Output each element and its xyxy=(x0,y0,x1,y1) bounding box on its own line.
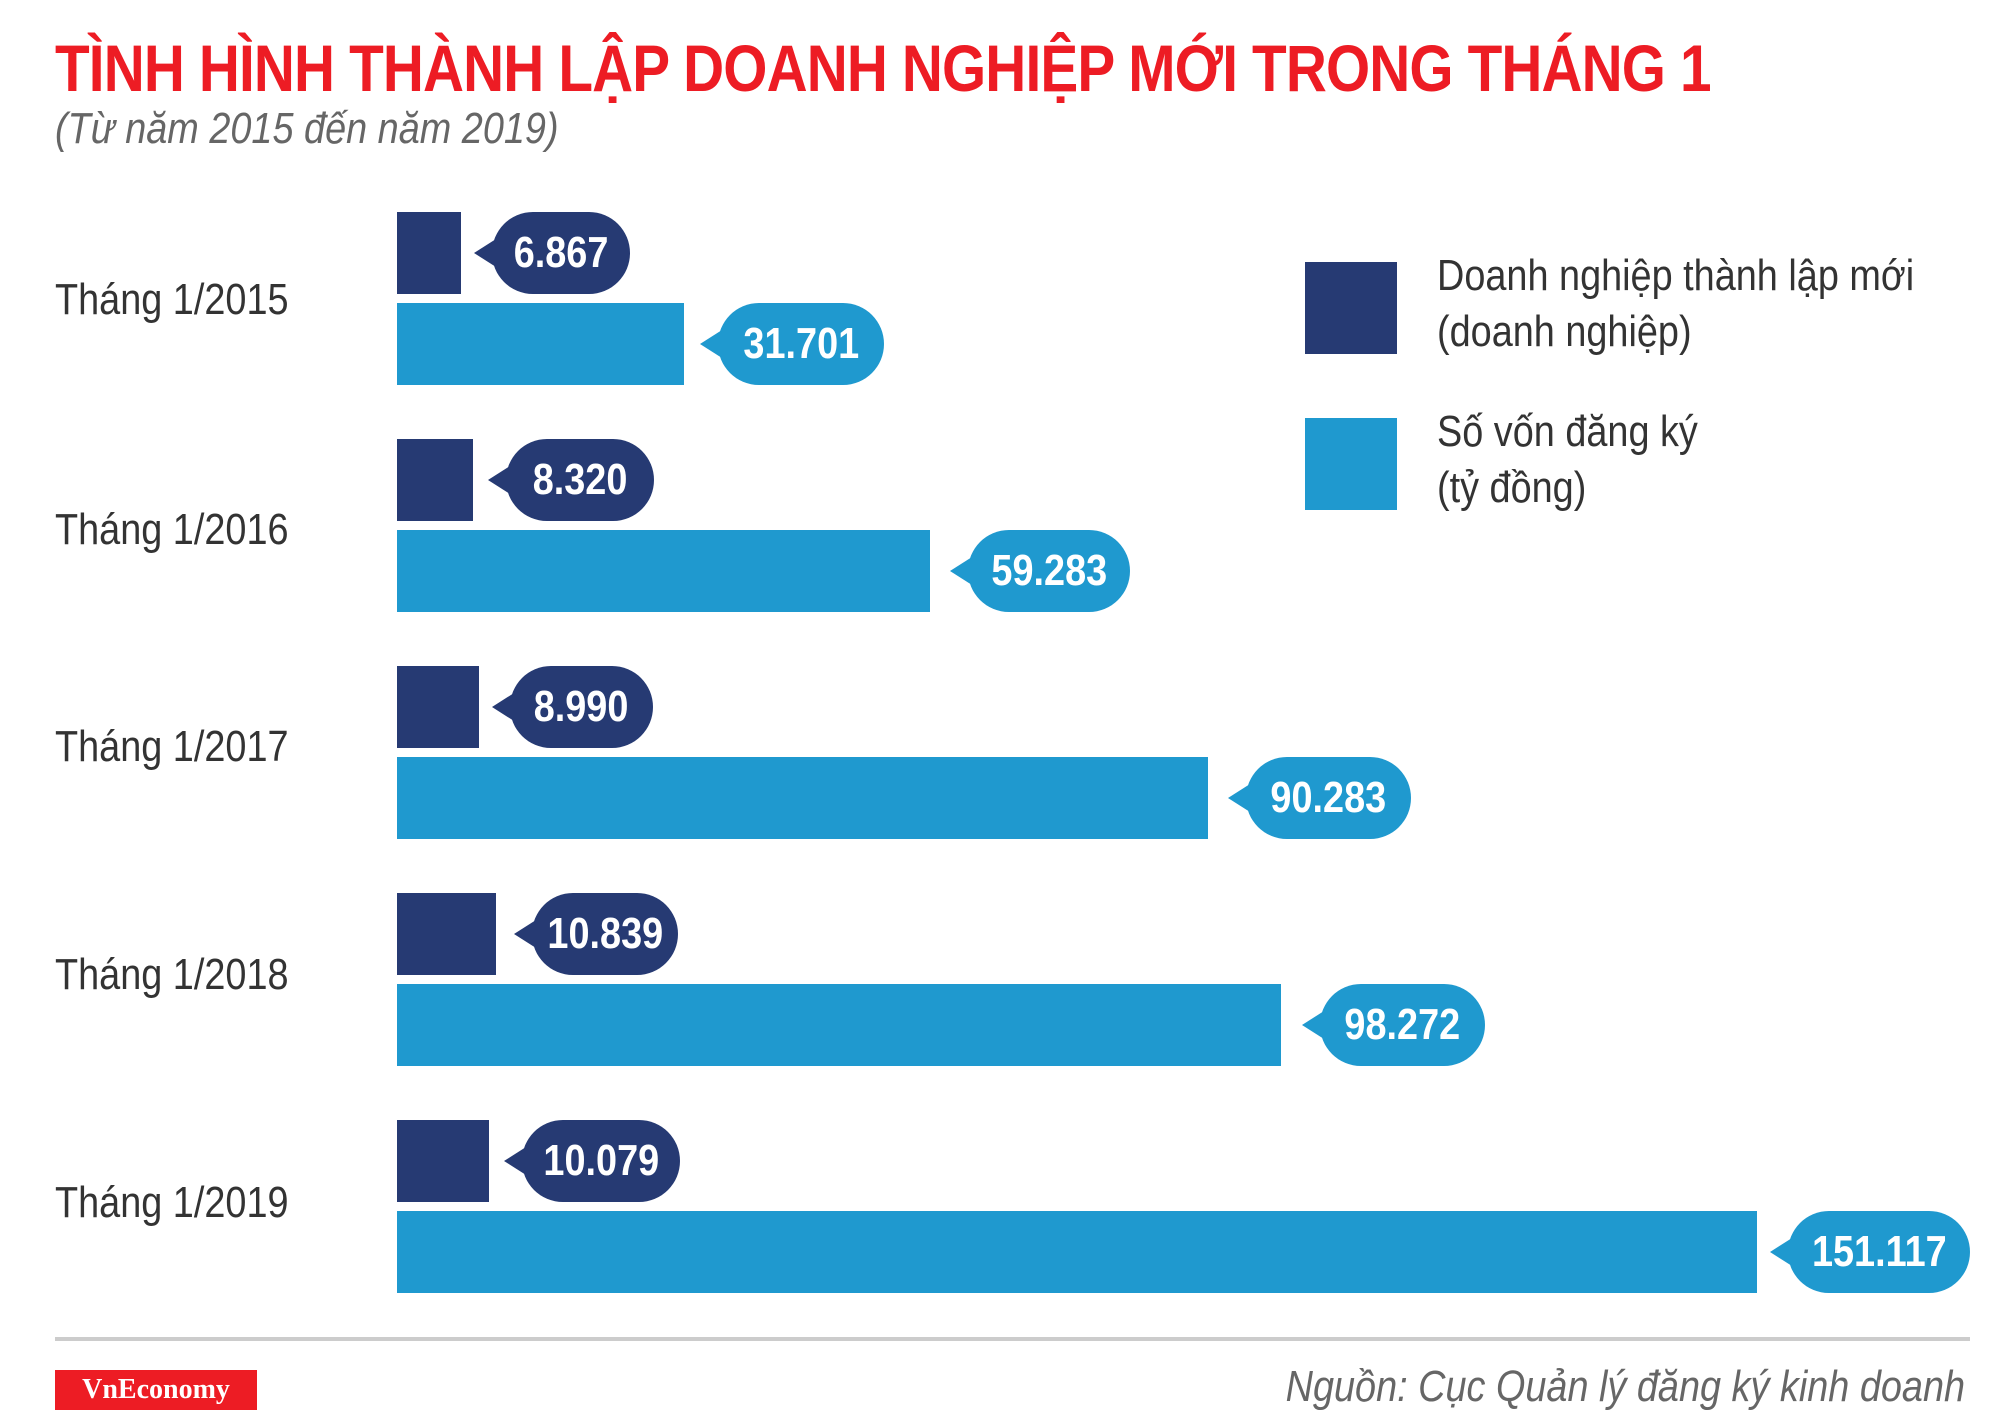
source-note: Nguồn: Cục Quản lý đăng ký kinh doanh xyxy=(1285,1362,1965,1411)
bar-capital-2017 xyxy=(397,757,1208,839)
value-bubble-capital-2018: 98.272 xyxy=(1302,984,1485,1066)
bar-enterprises-2016 xyxy=(397,439,473,521)
bar-capital-2019 xyxy=(397,1211,1757,1293)
value-bubble-enterprises-2019: 10.079 xyxy=(504,1120,680,1202)
legend-swatch-capital xyxy=(1305,418,1397,510)
value-bubble-capital-2016: 59.283 xyxy=(950,530,1130,612)
value-bubble-enterprises-2018: 10.839 xyxy=(514,893,678,975)
row-label-2018: Tháng 1/2018 xyxy=(55,950,289,999)
bar-capital-2015 xyxy=(397,303,684,385)
row-label-2019: Tháng 1/2019 xyxy=(55,1178,289,1227)
bar-enterprises-2015 xyxy=(397,212,461,294)
value-bubble-enterprises-2016: 8.320 xyxy=(488,439,654,521)
legend-line: (doanh nghiệp) xyxy=(1437,307,1692,356)
bar-enterprises-2017 xyxy=(397,666,479,748)
legend-line: (tỷ đồng) xyxy=(1437,463,1587,512)
vneconomy-logo: VnEconomy xyxy=(55,1370,257,1410)
legend-line: Doanh nghiệp thành lập mới xyxy=(1437,251,1915,300)
bar-capital-2016 xyxy=(397,530,930,612)
value-bubble-capital-2017: 90.283 xyxy=(1228,757,1411,839)
bar-enterprises-2018 xyxy=(397,893,496,975)
legend-label-capital: Số vốn đăng ký (tỷ đồng) xyxy=(1437,404,1698,516)
chart-subtitle: (Từ năm 2015 đến năm 2019) xyxy=(55,104,559,153)
bar-capital-2018 xyxy=(397,984,1281,1066)
row-label-2017: Tháng 1/2017 xyxy=(55,722,289,771)
legend-line: Số vốn đăng ký xyxy=(1437,407,1698,456)
row-label-2015: Tháng 1/2015 xyxy=(55,275,289,324)
value-bubble-enterprises-2015: 6.867 xyxy=(474,212,630,294)
legend-label-enterprises: Doanh nghiệp thành lập mới (doanh nghiệp… xyxy=(1437,248,1914,360)
bar-enterprises-2019 xyxy=(397,1120,489,1202)
footer-divider xyxy=(55,1337,1970,1341)
row-label-2016: Tháng 1/2016 xyxy=(55,505,289,554)
legend-swatch-enterprises xyxy=(1305,262,1397,354)
chart-title: TÌNH HÌNH THÀNH LẬP DOANH NGHIỆP MỚI TRO… xyxy=(55,31,1712,105)
value-bubble-enterprises-2017: 8.990 xyxy=(492,666,653,748)
value-bubble-capital-2015: 31.701 xyxy=(700,303,884,385)
value-bubble-capital-2019: 151.117 xyxy=(1770,1211,1970,1293)
